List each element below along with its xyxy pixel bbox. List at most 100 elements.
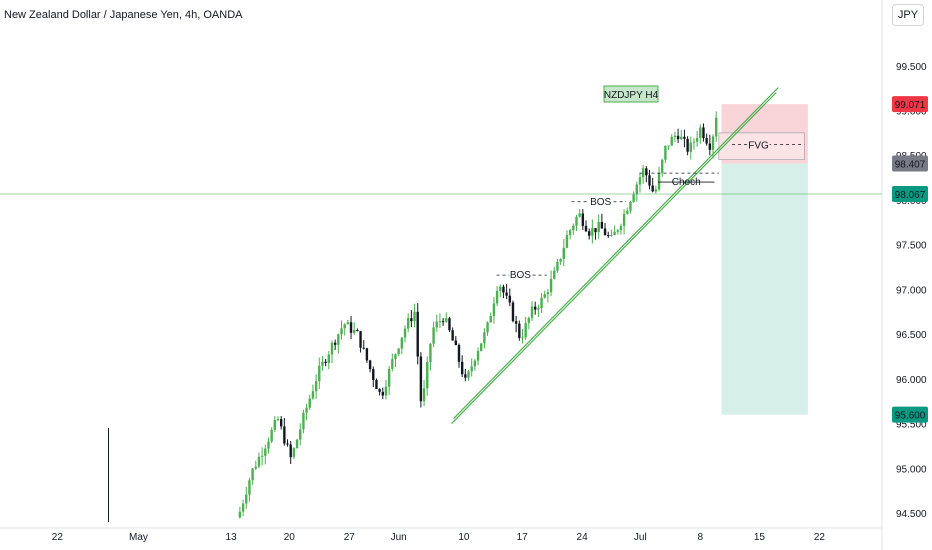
y-tick-label: 96.500 <box>896 330 927 341</box>
price-label-tag <box>892 406 928 423</box>
bos-label: BOS <box>510 270 531 281</box>
candle-body <box>435 321 438 328</box>
candle-body <box>473 360 477 367</box>
choch-label: Choch <box>672 177 701 188</box>
candle-body <box>565 235 569 248</box>
candle-body <box>403 328 407 338</box>
candle-body <box>429 343 432 362</box>
candle-body <box>518 323 521 338</box>
chart-title: New Zealand Dollar / Japanese Yen, 4h, O… <box>4 9 243 21</box>
candle-body <box>626 210 629 214</box>
candle-body <box>324 361 327 364</box>
candle-body <box>489 315 492 323</box>
candle-body <box>283 426 286 444</box>
candle-body <box>318 365 321 382</box>
candle-body <box>635 184 639 195</box>
candle-body <box>464 374 467 378</box>
candle-body <box>680 136 683 140</box>
x-tick-label: 24 <box>577 532 589 543</box>
y-tick-label: 99.500 <box>896 62 927 73</box>
x-tick-label: Jun <box>391 532 407 543</box>
y-tick-label: 97.000 <box>896 285 927 296</box>
candle-body <box>514 321 518 324</box>
candle-body <box>327 354 331 364</box>
x-tick-label: 17 <box>517 532 529 543</box>
symbol-badge <box>603 85 659 103</box>
candle-body <box>695 138 699 142</box>
x-tick-label: 20 <box>284 532 296 543</box>
candle-body <box>359 331 362 348</box>
candle-body <box>406 318 410 329</box>
candle-body <box>553 270 556 279</box>
candle-body <box>368 360 372 370</box>
candle-body <box>533 306 537 310</box>
candle-body <box>537 308 540 310</box>
candle-body <box>270 429 273 442</box>
trendline-lower <box>451 92 777 425</box>
candle-body <box>708 143 712 150</box>
candle-body <box>457 345 461 362</box>
candle-body <box>330 342 334 355</box>
candle-body <box>257 456 261 467</box>
price-label-tag <box>892 96 928 113</box>
candle-body <box>524 323 527 338</box>
candle-body <box>362 347 365 349</box>
candle-body <box>692 141 696 143</box>
candle-body <box>645 168 648 176</box>
candle-body <box>305 407 308 413</box>
y-tick-label: 96.000 <box>896 375 927 386</box>
candle-body <box>378 389 381 392</box>
candle-body <box>340 328 343 335</box>
candle-body <box>248 480 251 495</box>
candle-body <box>356 329 359 332</box>
candle-body <box>664 145 667 160</box>
candle-body <box>661 159 664 173</box>
candle-body <box>454 340 458 346</box>
candle-body <box>470 366 473 372</box>
candle-body <box>422 388 426 402</box>
candle-body <box>391 359 394 369</box>
x-tick-label: 10 <box>458 532 470 543</box>
bos-label: BOS <box>590 197 611 208</box>
currency-button[interactable]: JPY <box>892 4 924 26</box>
candle-body <box>603 228 607 236</box>
candle-body <box>438 321 442 323</box>
candle-body <box>302 412 305 430</box>
candle-body <box>448 318 451 331</box>
candle-body <box>502 286 505 293</box>
candle-body <box>689 142 692 152</box>
candle-body <box>394 354 397 360</box>
candle-body <box>622 213 626 227</box>
candle-body <box>480 343 483 351</box>
x-tick-label: 22 <box>52 532 64 543</box>
price-label-tag <box>892 185 928 202</box>
candle-body <box>346 322 350 325</box>
candle-body <box>495 290 499 304</box>
candle-body <box>584 225 588 232</box>
candle-body <box>267 441 270 449</box>
candle-body <box>610 235 613 237</box>
candle-body <box>638 177 642 185</box>
candle-body <box>426 361 429 389</box>
candle-body <box>241 503 245 512</box>
candle-body <box>413 311 416 322</box>
candle-body <box>619 226 623 231</box>
candle-body <box>657 172 661 190</box>
candle-body <box>476 350 480 361</box>
candle-body <box>686 138 689 152</box>
candle-body <box>276 419 280 421</box>
candle-body <box>416 311 419 357</box>
candle-body <box>654 189 658 192</box>
candle-body <box>486 322 489 333</box>
y-tick-label: 95.500 <box>896 420 927 431</box>
x-tick-label: 8 <box>698 532 704 543</box>
candle-body <box>549 278 553 293</box>
candle-body <box>673 135 677 138</box>
candle-body <box>321 361 324 366</box>
candle-body <box>543 294 546 298</box>
x-tick-label: 22 <box>814 532 826 543</box>
candle-body <box>699 127 702 139</box>
candle-body <box>419 356 423 402</box>
take-profit-zone <box>721 163 808 415</box>
